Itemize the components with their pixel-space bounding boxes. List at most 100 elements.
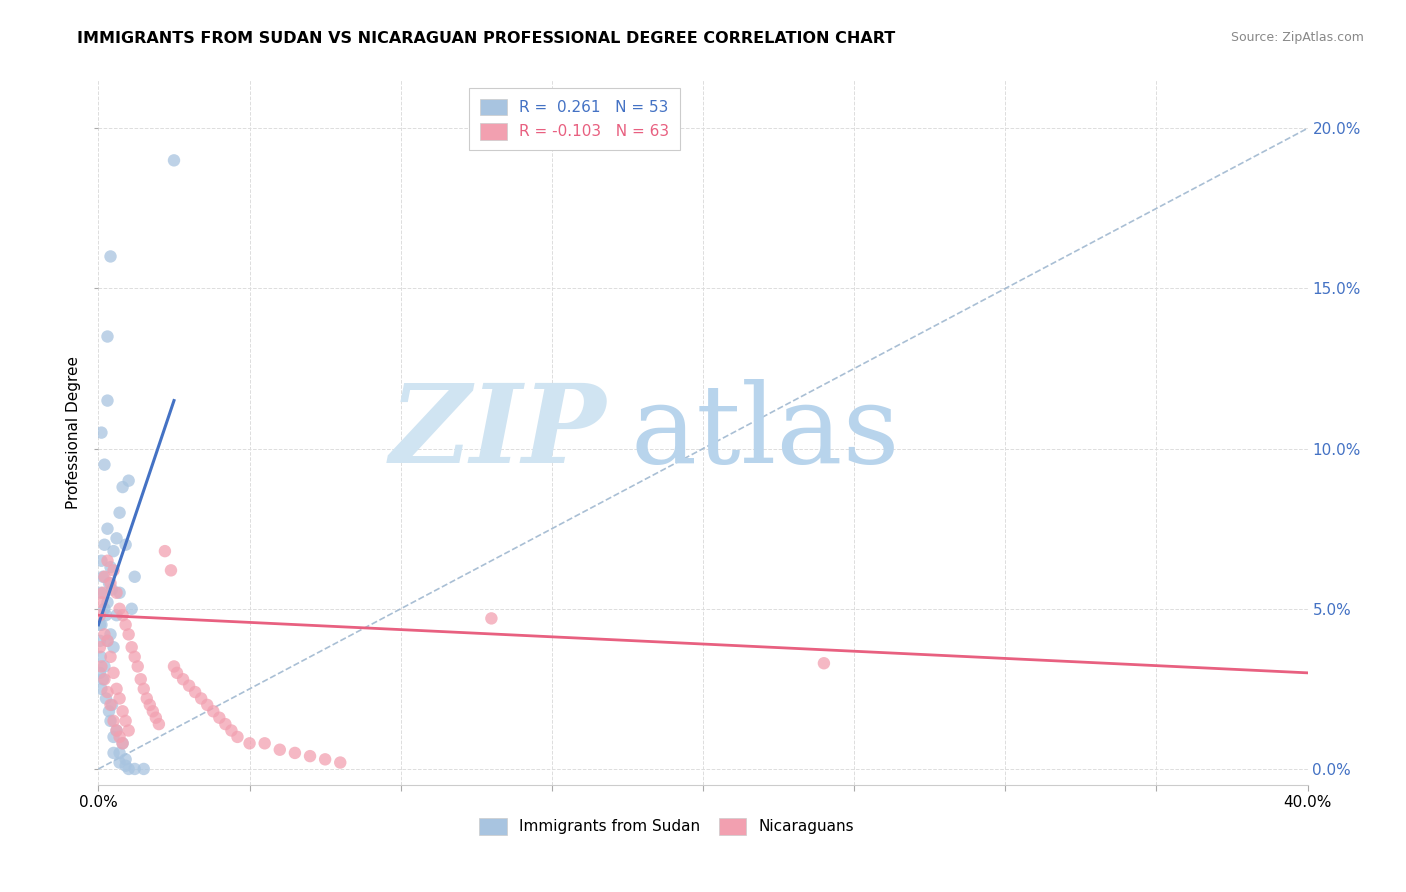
Point [105,723,128,738]
Legend: Immigrants from Sudan, Nicaraguans: Immigrants from Sudan, Nicaraguans [474,812,860,841]
Point [89,640,111,655]
Point [96,633,118,648]
Point [139,698,162,712]
Point [121,640,143,655]
Point [93,659,115,673]
Point [124,649,146,664]
Point [100,560,122,574]
Point [118,723,141,738]
Point [132,681,155,696]
Point [172,673,194,687]
Point [105,586,128,600]
Text: ZIP: ZIP [389,379,606,486]
Point [100,576,122,591]
Point [100,714,122,728]
Point [89,608,111,623]
Point [90,659,112,673]
Point [93,673,115,687]
Point [103,746,125,760]
Point [195,698,218,712]
Point [93,627,115,641]
Point [100,698,122,712]
Point [142,704,165,718]
Point [127,659,149,673]
Point [98,704,121,718]
Point [160,563,183,577]
Point [314,752,336,766]
Point [93,538,115,552]
Point [129,673,152,687]
Point [90,554,112,568]
Point [89,633,111,648]
Point [105,532,128,546]
Point [111,704,134,718]
Point [103,544,125,558]
Point [105,681,128,696]
Point [103,730,125,744]
Text: IMMIGRANTS FROM SUDAN VS NICARAGUAN PROFESSIONAL DEGREE CORRELATION CHART: IMMIGRANTS FROM SUDAN VS NICARAGUAN PROF… [77,31,896,46]
Point [114,752,136,766]
Point [103,665,125,680]
Point [93,458,115,472]
Point [184,685,207,699]
Point [103,563,125,577]
Point [101,698,124,712]
Text: Source: ZipAtlas.com: Source: ZipAtlas.com [1230,31,1364,45]
Point [91,570,114,584]
Point [96,633,118,648]
Point [118,474,141,488]
Point [108,730,131,744]
Point [108,756,131,770]
Point [111,480,134,494]
Point [96,554,118,568]
Point [299,749,322,764]
Point [96,685,118,699]
Point [90,617,112,632]
Point [90,425,112,440]
Point [96,393,118,408]
Point [108,506,131,520]
Point [124,570,146,584]
Point [93,570,115,584]
Point [202,704,225,718]
Point [114,617,136,632]
Point [90,595,112,609]
Point [105,608,128,623]
Point [114,538,136,552]
Point [94,608,117,623]
Point [103,714,125,728]
Point [132,762,155,776]
Point [121,601,143,615]
Point [114,758,136,772]
Point [91,586,114,600]
Point [96,329,118,343]
Point [329,756,352,770]
Point [108,601,131,615]
Point [253,736,276,750]
Point [813,657,835,671]
Point [221,723,243,738]
Point [108,746,131,760]
Point [269,742,291,756]
Point [179,679,201,693]
Point [190,691,212,706]
Point [100,649,122,664]
Point [124,762,146,776]
Point [101,582,124,597]
Point [153,544,176,558]
Point [214,717,236,731]
Point [89,665,111,680]
Point [108,586,131,600]
Point [163,659,186,673]
Point [105,723,128,738]
Point [118,627,141,641]
Point [94,691,117,706]
Point [226,730,249,744]
Point [100,249,122,264]
Point [90,681,112,696]
Point [100,627,122,641]
Point [111,736,134,750]
Point [114,714,136,728]
Point [148,717,170,731]
Point [166,665,188,680]
